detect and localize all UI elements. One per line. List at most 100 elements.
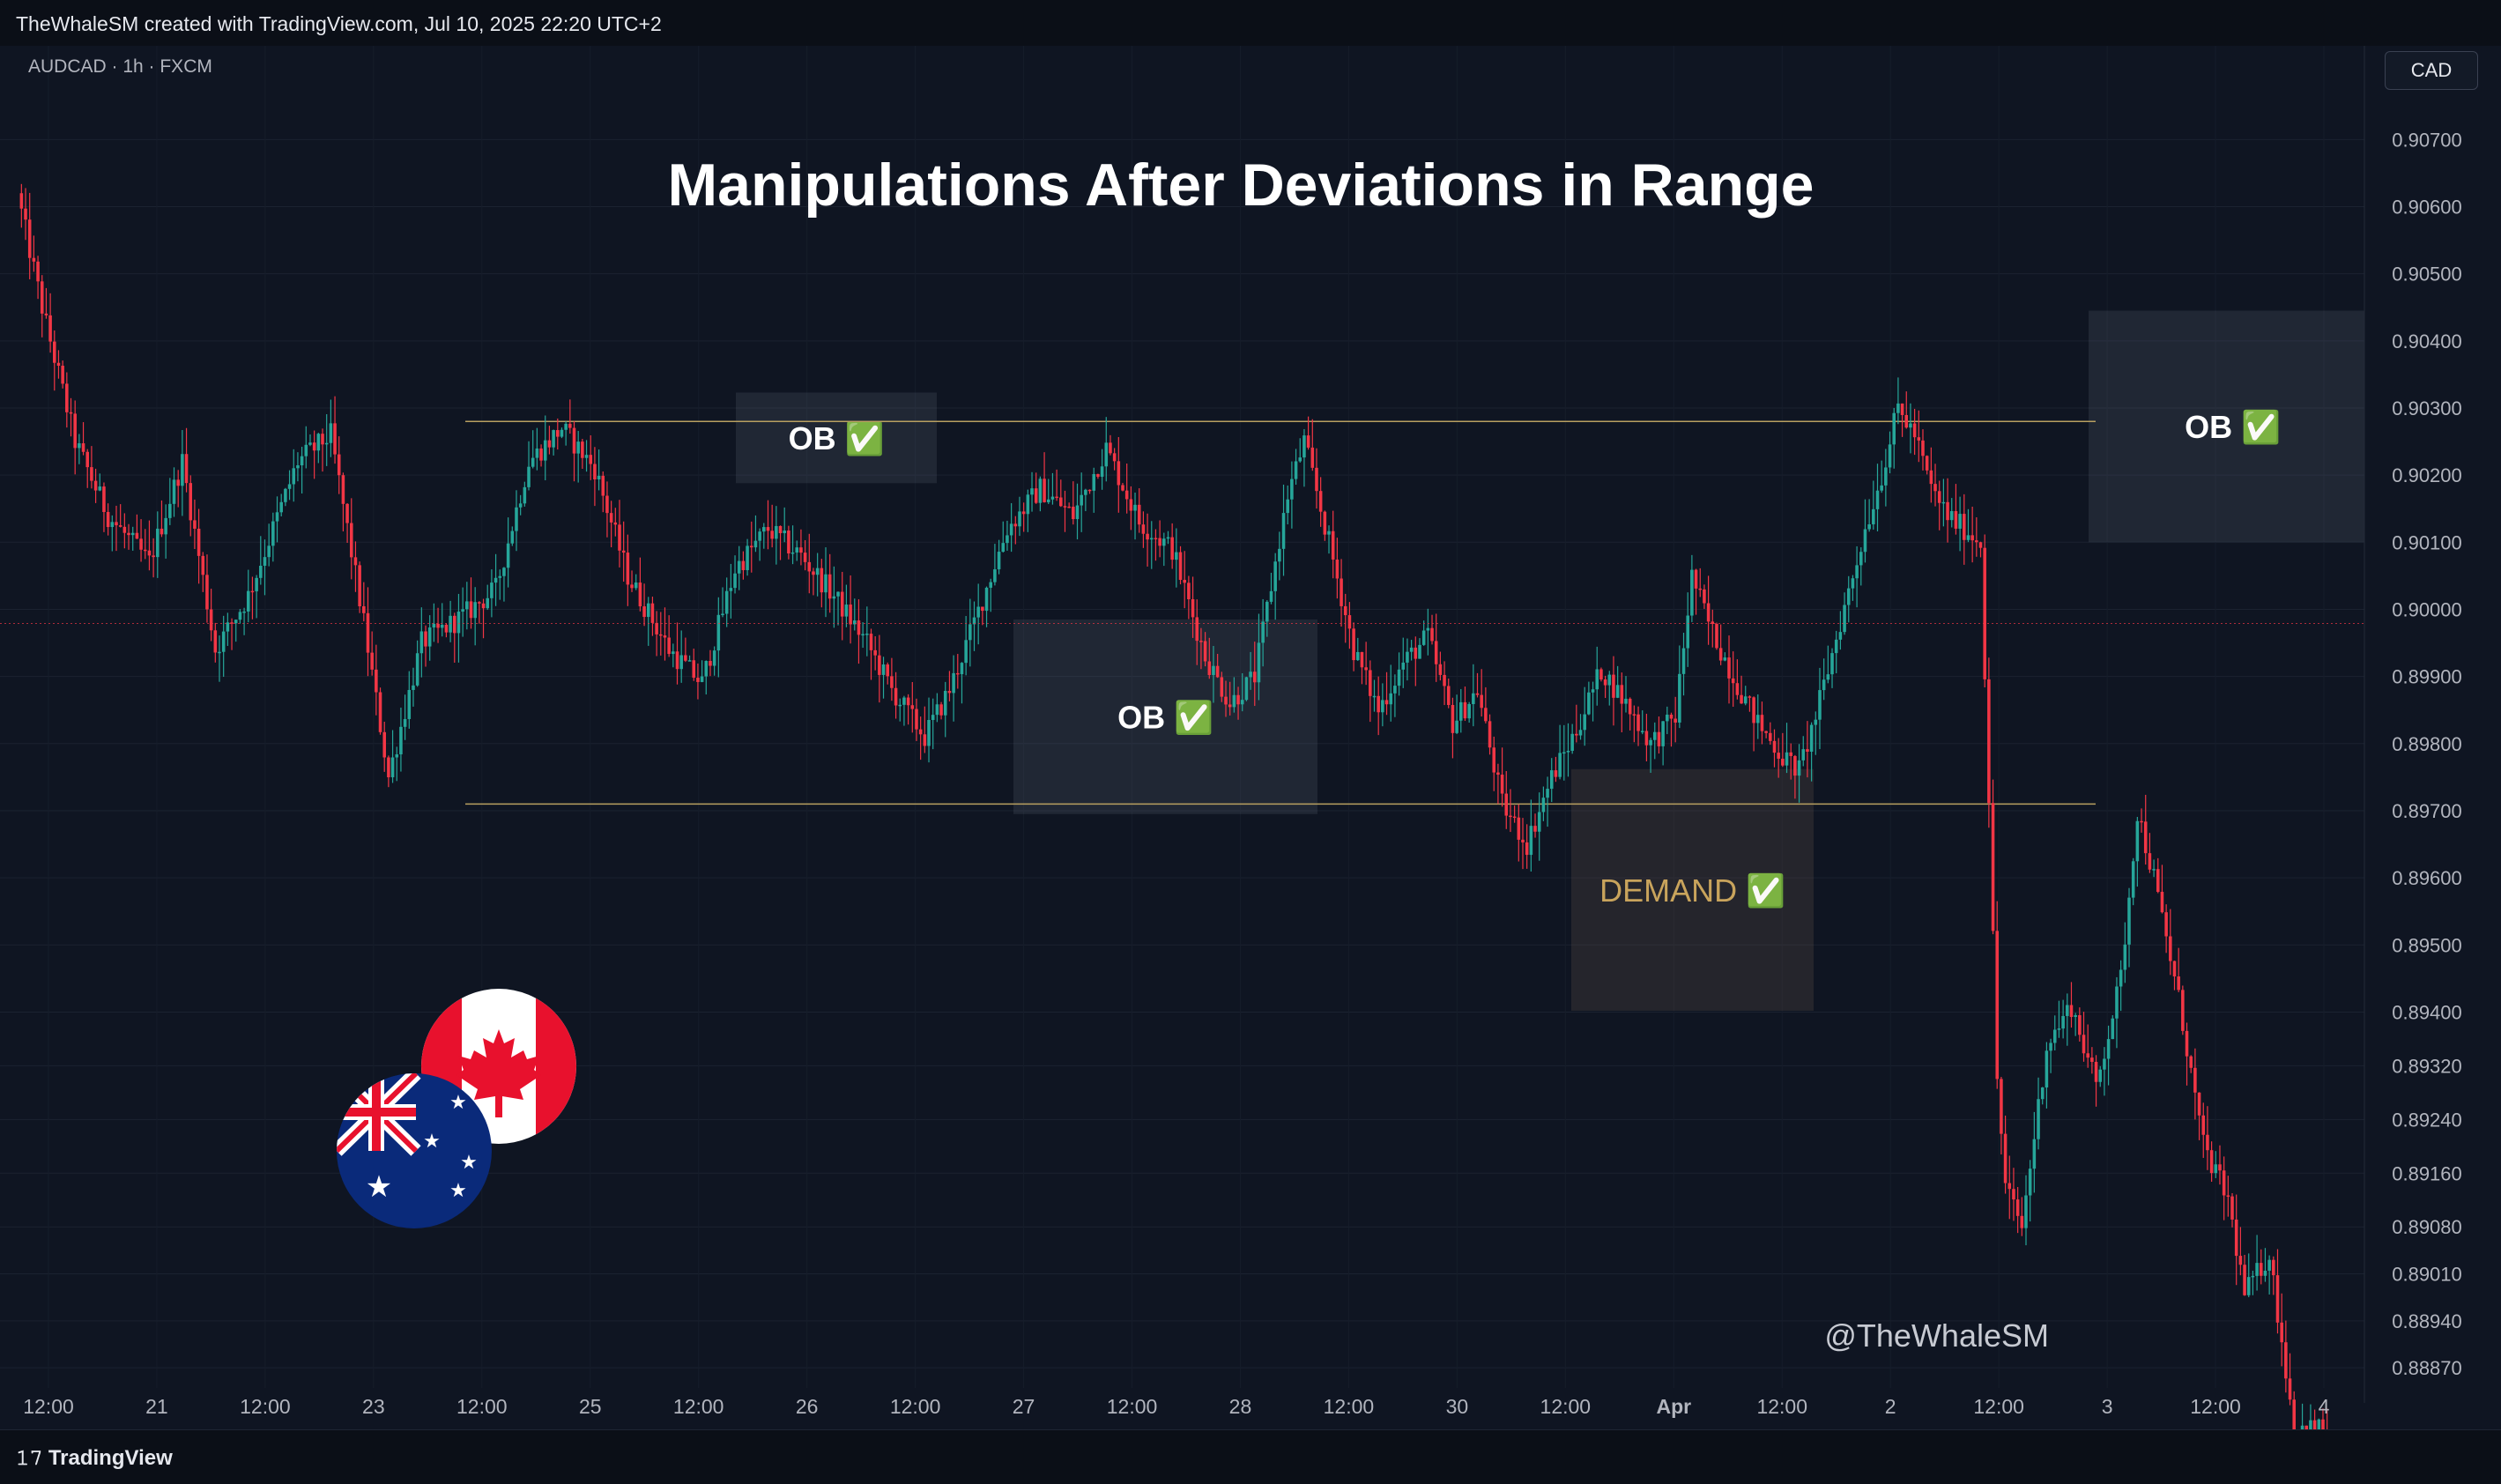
candle-body (861, 634, 865, 636)
candle-body (997, 552, 1001, 570)
candle-body (1620, 685, 1624, 704)
candle-body (2164, 912, 2168, 937)
candle-body (1084, 489, 1087, 495)
candle-body (1315, 467, 1318, 492)
candle-body (246, 590, 250, 612)
candle-body (1087, 489, 1092, 492)
candle-body (1669, 714, 1674, 719)
candle-body (2115, 986, 2119, 1019)
svg-text:★: ★ (460, 1151, 478, 1173)
candle-body (552, 430, 555, 448)
candle-body (2292, 1399, 2296, 1429)
candle-body (1149, 538, 1154, 540)
candle-body (576, 441, 580, 454)
candle-body (1426, 627, 1430, 631)
candle-body (824, 574, 827, 593)
candle-body (2119, 969, 2123, 987)
candle-body (287, 484, 292, 489)
candle-body (1421, 630, 1426, 645)
candle-body (704, 661, 709, 677)
tradingview-logo[interactable]: 𝟷𝟽 TradingView (16, 1445, 173, 1471)
candle-body (1570, 733, 1574, 752)
candle-body (1327, 531, 1331, 535)
candle-body (1896, 403, 1900, 413)
candle-body (1661, 721, 1665, 746)
candle-body (412, 685, 415, 690)
attribution-bar: TheWhaleSM created with TradingView.com,… (0, 0, 2501, 47)
candle-body (1554, 770, 1558, 777)
candle-body (2209, 1150, 2214, 1174)
candle-body (1384, 700, 1389, 705)
candle-body (122, 526, 127, 533)
candle-body (2321, 1419, 2325, 1429)
candle-body (106, 511, 110, 528)
candle-body (461, 609, 464, 612)
candle-body (775, 525, 778, 539)
candle-body (972, 617, 976, 625)
candle-body (1063, 506, 1067, 508)
candle-body (2246, 1277, 2251, 1295)
x-tick-label: 25 (579, 1395, 602, 1418)
candle-body (296, 465, 300, 469)
candle-body (1525, 842, 1529, 856)
candle-body (1269, 590, 1273, 602)
candle-body (1987, 679, 1991, 804)
candle-body (746, 545, 749, 570)
candle-body (321, 434, 324, 445)
candle-body (709, 661, 712, 666)
candle-body (1549, 770, 1554, 790)
candle-body (943, 690, 947, 716)
candle-body (1220, 677, 1224, 697)
price-chart[interactable]: OB ✅OB ✅DEMAND ✅OB ✅ 0.8997939:22 0.9070… (0, 46, 2501, 1429)
candle-body (1834, 639, 1838, 654)
candle-body (956, 672, 960, 675)
candle-body (836, 591, 840, 597)
x-tick-label: 23 (362, 1395, 385, 1418)
y-tick-label: 0.89160 (2392, 1162, 2462, 1184)
candle-body (840, 591, 844, 617)
tradingview-icon: 𝟷𝟽 (16, 1445, 43, 1470)
candle-body (353, 557, 358, 566)
candle-body (1306, 435, 1310, 448)
svg-text:★: ★ (449, 1091, 467, 1113)
candle-body (1381, 700, 1384, 713)
candle-body (427, 627, 432, 647)
candle-body (40, 281, 44, 314)
candle-body (2181, 990, 2185, 1031)
candle-body (2069, 1005, 2074, 1018)
candle-body (1001, 543, 1006, 553)
candle-body (692, 660, 696, 679)
candle-body (2300, 1425, 2304, 1429)
candle-body (894, 687, 898, 706)
candle-body (366, 612, 370, 653)
candle-body (1880, 485, 1883, 491)
candle-body (1607, 674, 1612, 686)
candles (19, 183, 2328, 1429)
candle-body (1875, 490, 1880, 509)
y-tick-label: 0.89700 (2392, 800, 2462, 822)
candle-body (1124, 490, 1129, 500)
candle-body (324, 442, 329, 445)
candle-body (807, 561, 812, 572)
candle-body (2037, 1099, 2040, 1139)
candle-body (1718, 648, 1723, 661)
candle-body (1109, 442, 1112, 454)
symbol-label[interactable]: AUDCAD · 1h · FXCM (28, 56, 212, 77)
candle-body (672, 651, 675, 655)
x-tick-label: 2 (1885, 1395, 1896, 1418)
candle-body (1360, 651, 1364, 668)
candle-body (1406, 651, 1409, 663)
candle-body (1921, 440, 1925, 456)
candle-body (527, 466, 531, 487)
candle-body (440, 624, 444, 628)
candle-body (613, 522, 618, 525)
y-tick-label: 0.88870 (2392, 1357, 2462, 1379)
candle-body (1529, 826, 1533, 856)
currency-button[interactable]: CAD (2385, 51, 2478, 90)
candle-body (1170, 537, 1174, 560)
y-tick-label: 0.90700 (2392, 129, 2462, 151)
candle-body (2259, 1263, 2263, 1276)
candle-body (1558, 753, 1562, 777)
candle-body (724, 590, 729, 614)
candle-body (1624, 698, 1628, 704)
